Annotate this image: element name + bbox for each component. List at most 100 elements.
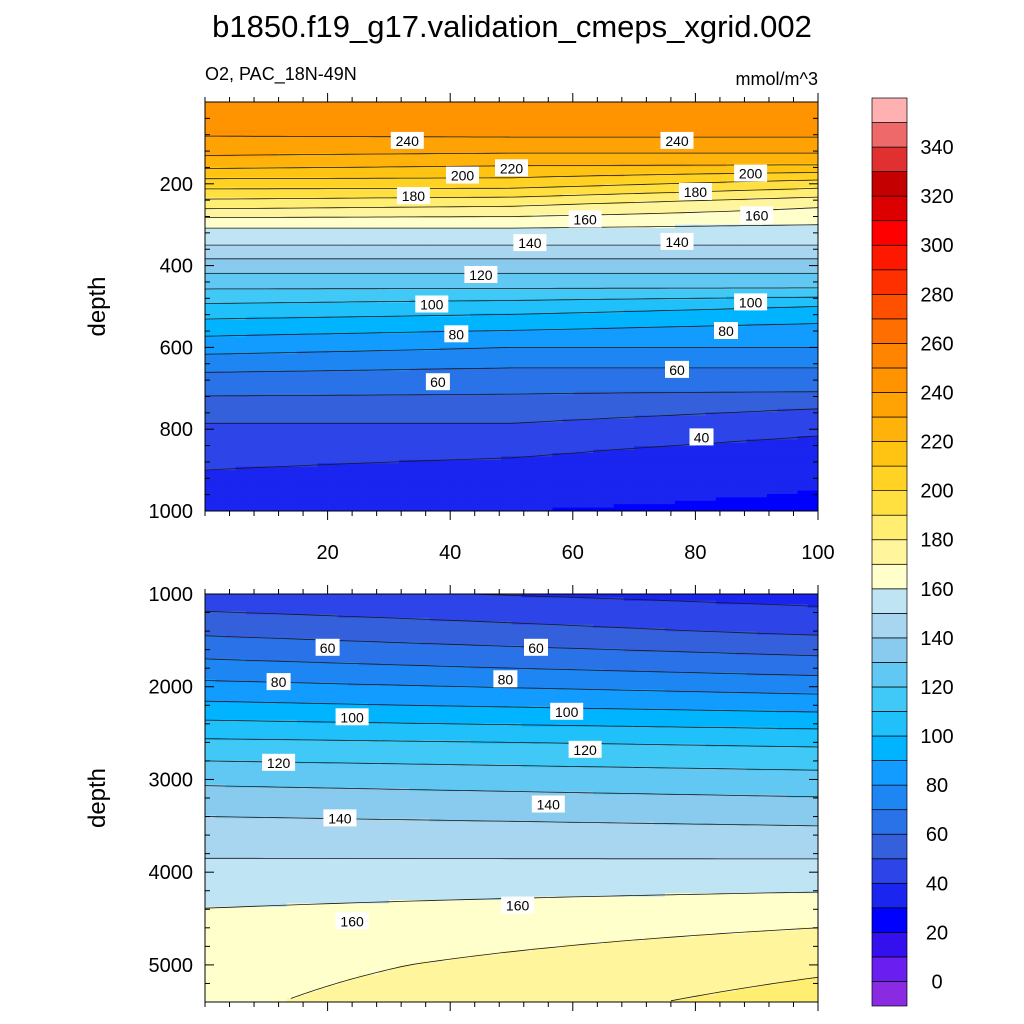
field-cell — [552, 354, 564, 359]
field-cell — [521, 316, 533, 321]
field-cell — [726, 361, 737, 366]
field-cell — [429, 166, 441, 171]
field-cell — [654, 333, 666, 338]
field-cell — [368, 125, 380, 130]
field-cell — [613, 187, 625, 192]
field-cell — [777, 170, 788, 175]
field-cell — [766, 180, 778, 185]
field-cell — [787, 108, 799, 113]
field-cell — [787, 176, 799, 181]
field-cell — [664, 197, 676, 202]
field-cell — [337, 323, 349, 328]
field-cell — [634, 108, 645, 113]
field-cell — [787, 326, 799, 331]
field-cell — [378, 374, 390, 379]
field-cell — [256, 303, 267, 308]
field-cell — [593, 129, 605, 134]
field-cell — [450, 347, 462, 352]
field-cell — [531, 115, 543, 120]
field-cell — [388, 265, 400, 270]
field-cell — [419, 142, 431, 147]
field-cell — [327, 197, 339, 202]
field-cell — [511, 115, 523, 120]
field-cell — [276, 204, 288, 209]
field-cell — [787, 211, 799, 216]
field-cell — [266, 286, 278, 291]
field-cell — [317, 292, 329, 297]
field-cell — [664, 122, 676, 127]
field-cell — [409, 119, 421, 124]
field-cell — [623, 316, 635, 321]
field-cell — [634, 136, 645, 141]
field-cell — [654, 337, 666, 342]
field-cell — [419, 354, 431, 359]
field-cell — [256, 234, 267, 239]
field-cell — [276, 214, 288, 219]
field-cell — [521, 180, 533, 185]
field-cell — [358, 231, 370, 236]
field-cell — [388, 258, 400, 263]
field-cell — [439, 207, 451, 212]
field-cell — [777, 272, 788, 277]
field-cell — [807, 102, 818, 107]
field-cell — [634, 221, 645, 226]
field-cell — [470, 381, 482, 386]
field-cell — [572, 105, 584, 110]
field-cell — [317, 183, 329, 188]
field-cell — [266, 119, 278, 124]
field-cell — [409, 333, 421, 338]
field-cell — [664, 248, 676, 253]
field-cell — [429, 350, 441, 355]
field-cell — [521, 313, 533, 318]
field-cell — [450, 309, 462, 314]
field-cell — [726, 224, 737, 229]
field-cell — [409, 112, 421, 117]
field-cell — [348, 159, 359, 164]
field-cell — [807, 115, 818, 120]
field-cell — [613, 303, 625, 308]
field-cell — [429, 132, 441, 137]
field-cell — [766, 296, 778, 301]
field-cell — [634, 190, 645, 195]
field-cell — [491, 119, 502, 124]
field-cell — [491, 234, 502, 239]
field-cell — [511, 132, 523, 137]
field-cell — [766, 156, 778, 161]
field-cell — [276, 112, 288, 117]
field-cell — [358, 326, 370, 331]
field-cell — [358, 211, 370, 216]
field-cell — [531, 136, 543, 141]
field-cell — [603, 282, 615, 287]
field-cell — [542, 309, 553, 314]
field-cell — [409, 313, 421, 318]
field-cell — [276, 245, 288, 250]
field-cell — [358, 170, 370, 175]
field-cell — [327, 180, 339, 185]
field-cell — [521, 228, 533, 233]
field-cell — [245, 105, 257, 110]
field-cell — [419, 316, 431, 321]
field-cell — [337, 320, 349, 325]
field-cell — [460, 248, 472, 253]
field-cell — [235, 354, 247, 359]
field-cell — [480, 156, 492, 161]
field-cell — [756, 180, 768, 185]
field-cell — [685, 119, 696, 124]
field-cell — [736, 374, 748, 379]
field-cell — [726, 272, 737, 277]
field-cell — [542, 173, 553, 178]
field-cell — [623, 180, 635, 185]
field-cell — [562, 238, 574, 243]
field-cell — [572, 340, 584, 345]
field-cell — [245, 122, 257, 127]
field-cell — [705, 248, 717, 253]
field-cell — [674, 309, 686, 314]
field-cell — [766, 255, 778, 260]
field-cell — [511, 217, 523, 222]
field-cell — [266, 156, 278, 161]
field-cell — [215, 374, 227, 379]
field-cell — [756, 381, 768, 386]
field-cell — [654, 187, 666, 192]
field-cell — [593, 381, 605, 386]
field-cell — [215, 207, 227, 212]
